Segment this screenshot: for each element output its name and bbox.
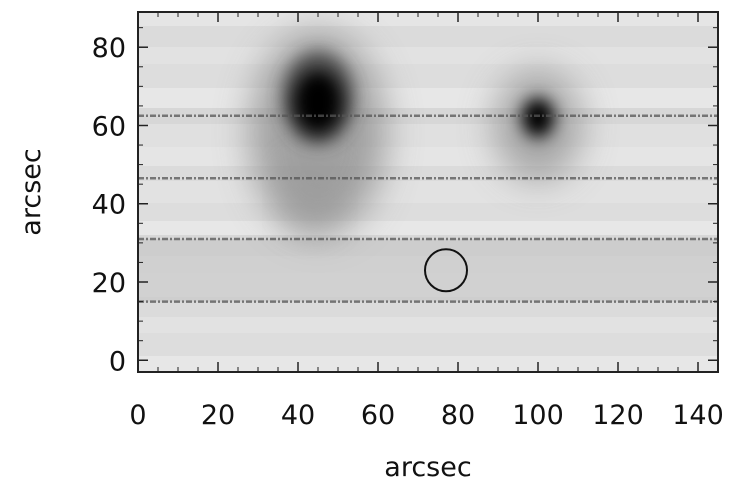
background-band — [138, 124, 718, 147]
background-band — [138, 317, 718, 333]
background-band — [138, 221, 718, 235]
x-axis: 0 20 40 60 80 100 120 140 — [129, 12, 724, 431]
background-band — [138, 12, 718, 26]
background-band — [138, 64, 718, 88]
y-axis: 0 20 40 60 80 — [92, 27, 718, 377]
y-tick-label: 60 — [92, 111, 126, 142]
background-band — [138, 356, 718, 372]
background-band — [138, 333, 718, 356]
background-band — [138, 88, 718, 108]
background-band — [138, 238, 718, 302]
background-band — [138, 47, 718, 64]
background-band — [138, 181, 718, 203]
x-tick-label: 40 — [281, 400, 315, 431]
feature-tail — [286, 164, 334, 228]
background-band — [138, 26, 718, 47]
x-tick-label: 20 — [201, 400, 235, 431]
plot-frame — [137, 11, 719, 373]
y-axis-title: arcsec — [16, 148, 47, 235]
background-band — [138, 147, 718, 166]
plot-area — [138, 12, 718, 372]
circle-marker-layer — [424, 248, 468, 293]
y-tick-label: 80 — [92, 33, 126, 64]
feature-core — [522, 98, 554, 138]
background-bands — [138, 12, 718, 372]
scan-lines — [138, 114, 718, 303]
x-axis-title: arcsec — [384, 452, 471, 483]
x-tick-label: 100 — [512, 400, 564, 431]
y-tick-label: 0 — [109, 346, 126, 377]
x-tick-label: 0 — [129, 400, 146, 431]
x-tick-label: 60 — [361, 400, 395, 431]
y-tick-label: 40 — [92, 190, 126, 221]
background-band — [138, 203, 718, 221]
circle-marker — [424, 248, 468, 293]
y-tick-label: 20 — [92, 268, 126, 299]
feature-core — [294, 70, 342, 134]
x-tick-label: 80 — [441, 400, 475, 431]
x-tick-label: 120 — [592, 400, 644, 431]
intensity-features — [250, 31, 582, 236]
x-tick-label: 140 — [672, 400, 724, 431]
